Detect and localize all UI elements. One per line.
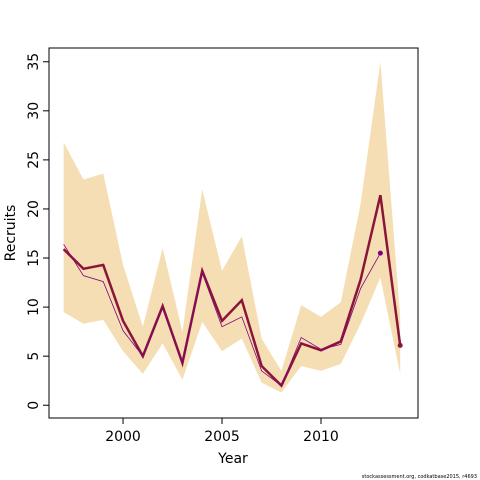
y-tick-label: 10 [26, 298, 42, 316]
confidence-band [63, 61, 401, 393]
x-axis-label: Year [217, 451, 248, 467]
y-tick-label: 0 [26, 401, 42, 410]
y-tick-label: 30 [26, 102, 42, 120]
series-line [62, 194, 402, 388]
x-tick-label: 2010 [303, 429, 339, 445]
x-tick-label: 2000 [105, 429, 141, 445]
end-point [377, 250, 383, 256]
y-tick-label: 15 [26, 249, 42, 267]
y-tick-label: 35 [26, 53, 42, 71]
y-tick-label: 5 [26, 352, 42, 361]
end-point [397, 342, 403, 348]
plot-frame [48, 47, 419, 419]
footnote: stockassessment.org, codkatbase2015, r46… [362, 474, 477, 480]
y-tick-label: 20 [26, 200, 42, 218]
x-tick-label: 2005 [204, 429, 240, 445]
series-line [63, 244, 381, 387]
y-tick-label: 25 [26, 151, 42, 169]
y-axis-label: Recruits [3, 205, 19, 262]
